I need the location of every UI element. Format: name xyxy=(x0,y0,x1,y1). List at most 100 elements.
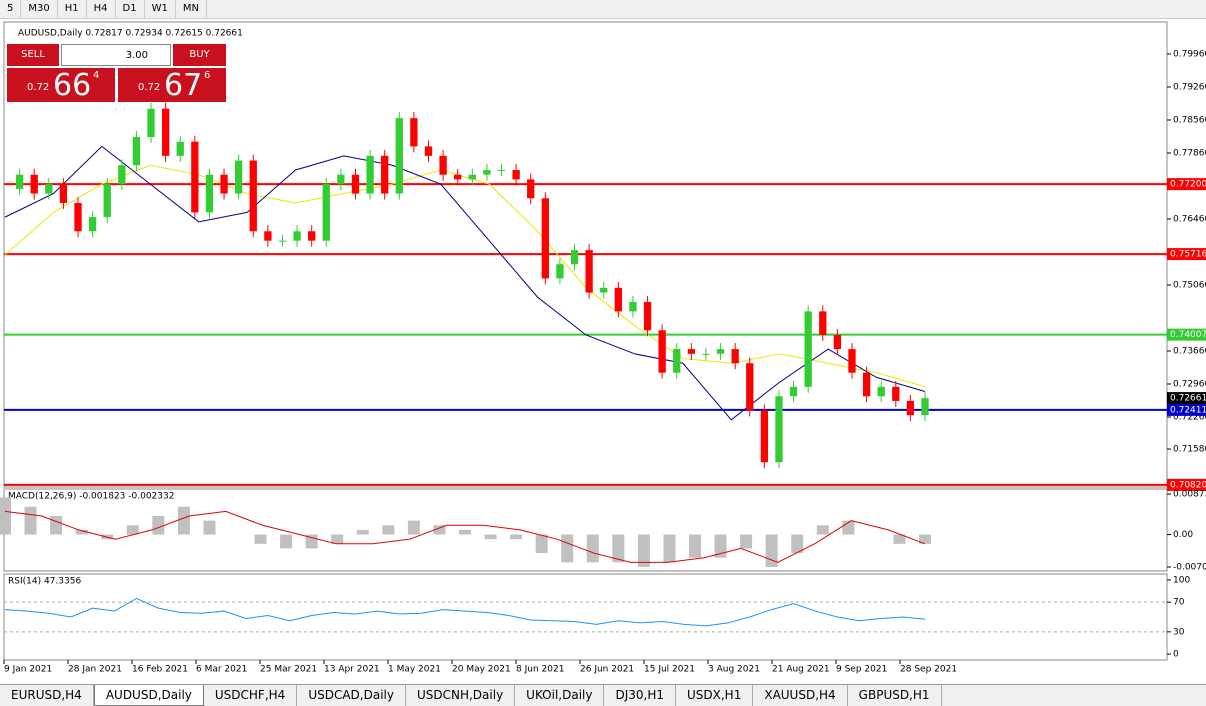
x-tick-label: 25 Mar 2021 xyxy=(260,665,317,675)
x-tick-label: 9 Sep 2021 xyxy=(836,665,887,675)
chart-tab[interactable]: USDX,H1 xyxy=(676,685,754,706)
candle-body xyxy=(760,410,769,463)
x-tick-label: 28 Jan 2021 xyxy=(68,665,122,675)
candle-body xyxy=(877,386,885,397)
timeframe-button[interactable]: H4 xyxy=(87,0,116,18)
chart-tab[interactable]: USDCHF,H4 xyxy=(204,685,298,706)
candle-body xyxy=(424,146,433,156)
macd-bar xyxy=(919,534,931,544)
lot-input[interactable]: 3.00 xyxy=(61,44,171,66)
sell-sup: 4 xyxy=(93,70,100,81)
buy-button[interactable]: BUY xyxy=(173,44,226,66)
timeframe-button[interactable]: H1 xyxy=(58,0,87,18)
candle-body xyxy=(220,174,228,194)
chart-tab[interactable]: USDCNH,Daily xyxy=(406,685,516,706)
chart-tab[interactable]: AUDUSD,Daily xyxy=(93,685,204,706)
candle-body xyxy=(351,174,360,194)
buy-price[interactable]: 0.72 67 6 xyxy=(118,68,226,103)
candle-body xyxy=(249,160,257,232)
y-tick-label: 100 xyxy=(1173,575,1190,585)
macd-bar xyxy=(407,520,420,535)
candle-body xyxy=(205,174,214,213)
candle-body xyxy=(15,174,24,189)
buy-big: 0.72 xyxy=(138,82,161,93)
current-label: 0.72661 xyxy=(1170,394,1206,404)
current-tag xyxy=(1167,392,1206,405)
chart-tab[interactable]: DJ30,H1 xyxy=(604,685,676,706)
moving-average xyxy=(4,164,926,388)
macd-signal xyxy=(4,510,926,563)
candle-body xyxy=(731,349,739,364)
macd-bar xyxy=(50,516,63,535)
x-tick-label: 28 Sep 2021 xyxy=(900,665,957,675)
chart-tab[interactable]: GBPUSD,H1 xyxy=(848,685,942,706)
candle-body xyxy=(512,169,520,180)
timeframe-button[interactable]: D1 xyxy=(116,0,145,18)
candle-body xyxy=(410,118,418,147)
chart-tab[interactable]: USDCAD,Daily xyxy=(297,685,406,706)
y-tick-label: 70 xyxy=(1173,598,1185,608)
level-label: 0.77200 xyxy=(1170,180,1206,190)
candle-body xyxy=(658,330,666,373)
y-tick-label: 0 xyxy=(1173,650,1179,660)
candle-body xyxy=(819,311,827,335)
candle-body xyxy=(264,231,272,241)
rsi-frame xyxy=(3,573,1168,661)
macd-bar xyxy=(561,534,574,563)
chart-tab[interactable]: XAUUSD,H4 xyxy=(753,685,848,706)
macd-bar xyxy=(203,520,216,535)
header: AUDUSD,Daily 0.72817 0.72934 0.72615 0.7… xyxy=(18,29,243,39)
level-label: 0.70820 xyxy=(1170,480,1206,490)
rsi-line xyxy=(4,597,926,627)
x-tick-label: 21 Aug 2021 xyxy=(772,665,830,675)
macd-bar xyxy=(75,529,88,535)
candle-body xyxy=(687,349,695,354)
macd-bar xyxy=(586,534,599,563)
macd-title: MACD(12,26,9) -0.001823 -0.002332 xyxy=(8,492,174,502)
macd-bar xyxy=(893,534,906,544)
candle-body xyxy=(585,250,593,293)
macd-bar xyxy=(637,534,650,567)
x-tick-label: 8 Jun 2021 xyxy=(516,665,564,675)
x-tick-label: 26 Jun 2021 xyxy=(580,665,634,675)
level-tag xyxy=(1167,403,1206,416)
candle-body xyxy=(468,174,476,180)
chart-tab[interactable]: UKOil,Daily xyxy=(515,685,605,706)
candle-body xyxy=(454,174,462,180)
candle-body xyxy=(103,184,111,218)
y-tick-label: 0.008739 xyxy=(1173,490,1206,500)
timeframe-button[interactable]: M30 xyxy=(21,0,58,18)
candle-body xyxy=(600,287,608,293)
candle-body xyxy=(848,349,856,373)
x-tick-label: 16 Feb 2021 xyxy=(132,665,188,675)
timeframe-button[interactable]: W1 xyxy=(145,0,176,18)
timeframe-button[interactable]: MN xyxy=(176,0,207,18)
x-tick-label: 20 May 2021 xyxy=(452,665,511,675)
candle-body xyxy=(366,155,374,194)
sell-button[interactable]: SELL xyxy=(7,44,59,66)
sell-price[interactable]: 0.72 66 4 xyxy=(7,68,115,103)
chart-tab[interactable]: EURUSD,H4 xyxy=(0,685,94,706)
candle-body xyxy=(862,372,871,397)
sell-mid: 66 xyxy=(53,68,92,103)
timeframe-button[interactable]: 5 xyxy=(0,0,22,18)
trade-panel: SELL 3.00 BUY 0.72 66 4 0.72 67 6 xyxy=(7,44,226,103)
y-tick-label: 30 xyxy=(1173,627,1185,637)
candle-body xyxy=(804,311,812,387)
candle-body xyxy=(497,169,506,171)
candle-body xyxy=(235,160,243,194)
chart: AUDUSD,Daily 0.72817 0.72934 0.72615 0.7… xyxy=(0,21,1206,675)
macd-bar xyxy=(663,534,676,563)
candle-body xyxy=(673,349,681,373)
x-tick-label: 15 Jul 2021 xyxy=(644,665,695,675)
macd-bar xyxy=(356,529,369,535)
buy-mid: 67 xyxy=(164,68,203,103)
candle-body xyxy=(322,184,330,241)
candle-body xyxy=(293,231,301,241)
